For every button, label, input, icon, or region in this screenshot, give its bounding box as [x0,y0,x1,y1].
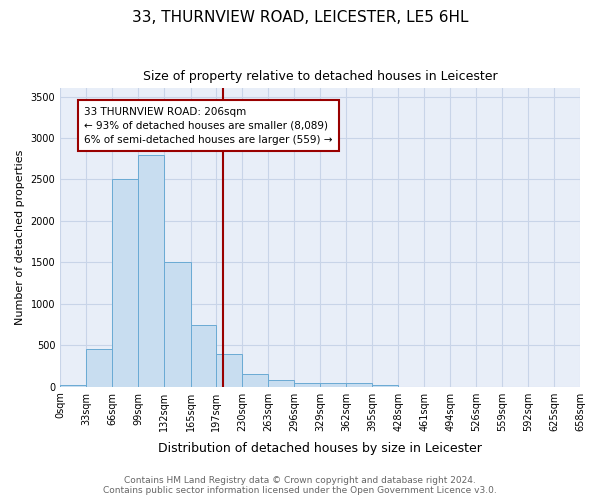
Bar [346,384,372,386]
Text: 33 THURNVIEW ROAD: 206sqm
← 93% of detached houses are smaller (8,089)
6% of sem: 33 THURNVIEW ROAD: 206sqm ← 93% of detac… [84,106,332,144]
Text: 33, THURNVIEW ROAD, LEICESTER, LE5 6HL: 33, THURNVIEW ROAD, LEICESTER, LE5 6HL [132,10,468,25]
Y-axis label: Number of detached properties: Number of detached properties [15,150,25,325]
X-axis label: Distribution of detached houses by size in Leicester: Distribution of detached houses by size … [158,442,482,455]
Bar [268,380,294,386]
Bar [372,385,398,386]
Bar [191,324,216,386]
Bar [86,348,112,387]
Bar [294,382,320,386]
Bar [139,154,164,386]
Bar [216,354,242,386]
Bar [112,180,139,386]
Title: Size of property relative to detached houses in Leicester: Size of property relative to detached ho… [143,70,497,83]
Bar [164,262,191,386]
Bar [320,384,346,386]
Text: Contains HM Land Registry data © Crown copyright and database right 2024.
Contai: Contains HM Land Registry data © Crown c… [103,476,497,495]
Bar [242,374,268,386]
Bar [60,385,86,386]
